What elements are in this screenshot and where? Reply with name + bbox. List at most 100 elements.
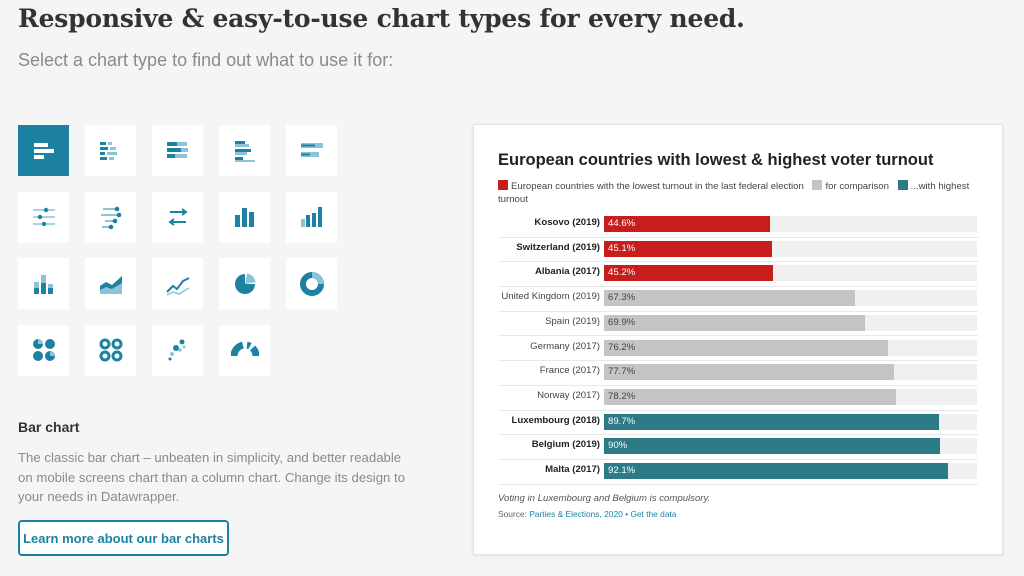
chart-type-tile-column-chart[interactable] bbox=[219, 191, 270, 243]
chart-type-tile-dot-plot[interactable] bbox=[18, 191, 69, 243]
multiple-pies-icon bbox=[32, 339, 55, 361]
legend-swatch-highest bbox=[897, 180, 908, 190]
bar: 44.6% bbox=[604, 216, 771, 232]
legend-item-highest: ...with highest turnout bbox=[498, 180, 970, 205]
bar-row: Germany (2017) 76.2% bbox=[498, 337, 978, 362]
bar-row: Luxembourg (2018) 89.7% bbox=[498, 411, 978, 436]
legend-label-highest: ...with highest turnout bbox=[498, 181, 970, 205]
bar-label: Albania (2017) bbox=[534, 266, 600, 278]
chart-type-tile-range-plot[interactable] bbox=[85, 191, 136, 243]
bar-value-label: 77.7% bbox=[608, 366, 636, 378]
bar-label: Norway (2017) bbox=[537, 389, 600, 401]
bar-row: Belgium (2019) 90% bbox=[498, 435, 978, 460]
election-donut-icon bbox=[230, 341, 259, 357]
bar: 45.2% bbox=[604, 265, 773, 282]
pie-chart-icon bbox=[234, 273, 255, 294]
bar-label: Switzerland (2019) bbox=[516, 241, 600, 253]
bar-label: Kosovo (2019) bbox=[534, 217, 600, 228]
bar-track: 90% bbox=[604, 438, 977, 455]
bar-value-label: 78.2% bbox=[608, 390, 636, 402]
legend-item-lowest: European countries with the lowest turno… bbox=[498, 180, 804, 192]
bar-label: Malta (2017) bbox=[545, 464, 600, 475]
chart-title: European countries with lowest & highest… bbox=[498, 151, 934, 169]
bar-row: France (2017) 77.7% bbox=[498, 361, 978, 386]
bar-track: 77.7% bbox=[604, 364, 977, 381]
bar-track: 78.2% bbox=[604, 388, 977, 405]
bar-track: 76.2% bbox=[604, 339, 977, 356]
legend-item-comparison: for comparison bbox=[812, 180, 889, 192]
chart-type-tile-arrow-plot[interactable] bbox=[152, 191, 203, 243]
bar-row: Spain (2019) 69.9% bbox=[498, 312, 978, 337]
chart-type-tile-bar-chart[interactable] bbox=[18, 125, 69, 176]
bar: 92.1% bbox=[604, 463, 948, 479]
bar-label: France (2017) bbox=[539, 365, 600, 377]
bar-label: Belgium (2019) bbox=[531, 439, 600, 451]
chart-type-tile-multiple-pies[interactable] bbox=[18, 324, 69, 376]
bar-value-label: 89.7% bbox=[608, 415, 636, 427]
chart-type-tile-pie-chart[interactable] bbox=[219, 258, 270, 309]
stacked-bars-icon bbox=[166, 141, 188, 158]
bar: 89.7% bbox=[604, 413, 939, 430]
bar-track: 44.6% bbox=[604, 216, 977, 232]
bar-chart-icon bbox=[33, 142, 54, 159]
bar-track: 67.3% bbox=[604, 290, 977, 307]
chart-type-tile-grouped-bars[interactable] bbox=[219, 125, 270, 176]
chart-type-tile-multiple-donuts[interactable] bbox=[85, 324, 136, 376]
split-bars-icon bbox=[99, 141, 117, 160]
bar-value-label: 90% bbox=[608, 440, 628, 452]
source-link[interactable]: Parties & Elections, 2020 bbox=[529, 509, 623, 519]
legend-label-lowest: European countries with the lowest turno… bbox=[511, 181, 804, 192]
chart-type-tile-split-bars[interactable] bbox=[85, 125, 136, 176]
bar-row: Kosovo (2019) 44.6% bbox=[498, 213, 978, 238]
bullet-bars-icon bbox=[300, 142, 323, 157]
bar-row: Albania (2017) 45.2% bbox=[498, 262, 978, 288]
source-separator: • bbox=[625, 509, 629, 519]
bar-value-label: 45.2% bbox=[608, 267, 636, 279]
column-chart-icon bbox=[234, 208, 254, 227]
bar-value-label: 44.6% bbox=[608, 218, 636, 229]
bar-value-label: 45.1% bbox=[608, 242, 636, 254]
bar-row: Malta (2017) 92.1% bbox=[498, 460, 978, 485]
bar-track: 45.2% bbox=[604, 265, 977, 282]
bar: 90% bbox=[604, 438, 940, 455]
get-data-link[interactable]: Get the data bbox=[630, 509, 677, 519]
arrow-plot-icon bbox=[167, 208, 188, 226]
bar-row: United Kingdom (2019) 67.3% bbox=[498, 287, 978, 312]
chart-note: Voting in Luxembourg and Belgium is comp… bbox=[498, 493, 711, 504]
bar-label: United Kingdom (2019) bbox=[501, 291, 600, 303]
bar: 76.2% bbox=[604, 339, 889, 356]
chart-type-tile-bullet-bars[interactable] bbox=[286, 125, 337, 176]
chart-type-description: The classic bar chart – unbeaten in simp… bbox=[18, 450, 406, 504]
chart-type-tile-election-donut[interactable] bbox=[219, 324, 270, 376]
bar: 67.3% bbox=[604, 290, 856, 307]
chart-type-tile-area-chart[interactable] bbox=[85, 258, 136, 309]
bar-label: Spain (2019) bbox=[545, 315, 600, 327]
range-plot-icon bbox=[100, 206, 121, 230]
legend-label-comparison: for comparison bbox=[825, 181, 889, 192]
bar-track: 69.9% bbox=[604, 314, 977, 331]
bar-value-label: 69.9% bbox=[608, 316, 636, 328]
chart-legend: European countries with the lowest turno… bbox=[498, 180, 978, 206]
grouped-bars-icon bbox=[234, 140, 255, 162]
line-chart-icon bbox=[165, 276, 189, 296]
bar-track: 89.7% bbox=[604, 413, 977, 430]
multiple-donuts-icon bbox=[99, 338, 122, 362]
bar-row: Norway (2017) 78.2% bbox=[498, 386, 978, 411]
chart-type-tile-stacked-bars[interactable] bbox=[152, 125, 203, 176]
chart-type-tile-line-chart[interactable] bbox=[152, 258, 203, 309]
donut-chart-icon bbox=[299, 271, 324, 296]
chart-source: Source: Parties & Elections, 2020 • Get … bbox=[498, 509, 676, 519]
chart-type-tile-donut-chart[interactable] bbox=[286, 258, 337, 309]
learn-more-button[interactable]: Learn more about our bar charts bbox=[18, 520, 229, 556]
chart-type-tile-stacked-columns[interactable] bbox=[18, 258, 69, 309]
dot-plot-icon bbox=[32, 207, 55, 227]
bar-track: 45.1% bbox=[604, 240, 977, 257]
bar-value-label: 92.1% bbox=[608, 465, 636, 476]
scatter-plot-icon bbox=[168, 339, 185, 361]
chart-type-tile-scatter-plot[interactable] bbox=[152, 324, 203, 376]
legend-swatch-lowest bbox=[498, 180, 508, 190]
page-subhead: Select a chart type to find out what to … bbox=[18, 50, 394, 70]
chart-type-tile-grouped-columns[interactable] bbox=[286, 191, 337, 243]
grouped-columns-icon bbox=[300, 207, 322, 227]
bar-track: 92.1% bbox=[604, 463, 977, 479]
